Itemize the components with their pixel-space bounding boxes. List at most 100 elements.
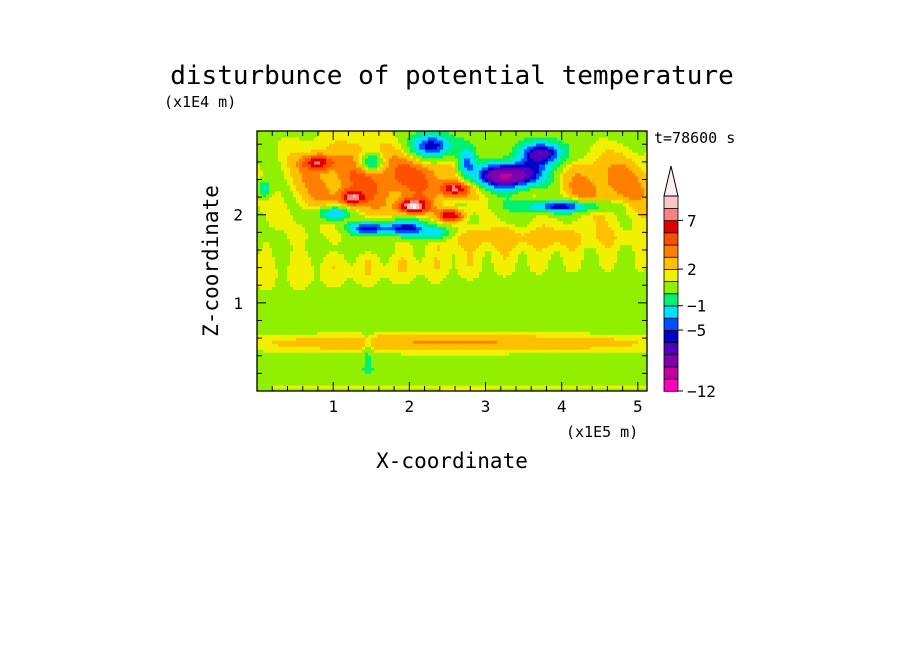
contour-cell xyxy=(359,319,363,323)
contour-cell xyxy=(389,373,393,377)
contour-cell xyxy=(365,280,369,285)
contour-cell xyxy=(284,382,288,386)
contour-cell xyxy=(299,382,303,386)
contour-cell xyxy=(497,310,501,314)
contour-cell xyxy=(389,340,393,344)
contour-cell xyxy=(596,313,600,317)
contour-cell xyxy=(299,313,303,317)
contour-cell xyxy=(527,277,531,282)
contour-cell xyxy=(476,277,480,282)
contour-cell xyxy=(278,334,282,338)
contour-cell xyxy=(311,298,315,302)
contour-cell xyxy=(275,310,279,314)
contour-cell xyxy=(554,283,558,287)
contour-cell xyxy=(260,325,264,329)
contour-cell xyxy=(440,337,444,341)
contour-cell xyxy=(383,334,387,338)
contour-cell xyxy=(554,334,558,338)
contour-cell xyxy=(479,322,483,326)
contour-cell xyxy=(593,367,597,371)
contour-cell xyxy=(293,376,297,380)
contour-cell xyxy=(401,361,405,365)
contour-cell xyxy=(335,283,339,287)
contour-cell xyxy=(314,343,318,347)
contour-cell xyxy=(443,355,447,359)
contour-cell xyxy=(482,376,486,380)
contour-cell xyxy=(404,385,408,389)
contour-cell xyxy=(545,355,549,359)
contour-cell xyxy=(461,304,465,308)
contour-cell xyxy=(305,331,309,335)
contour-cell xyxy=(338,361,342,365)
contour-cell xyxy=(410,343,414,347)
contour-cell xyxy=(329,322,333,326)
contour-cell xyxy=(302,319,306,323)
contour-cell xyxy=(359,304,363,308)
contour-cell xyxy=(434,346,438,350)
contour-cell xyxy=(263,355,267,359)
contour-cell xyxy=(257,286,261,290)
contour-cell xyxy=(443,295,447,299)
contour-cell xyxy=(473,370,477,374)
contour-cell xyxy=(527,310,531,314)
contour-cell xyxy=(539,328,543,332)
contour-cell xyxy=(290,346,294,350)
contour-cell xyxy=(542,316,546,320)
contour-cell xyxy=(431,376,435,380)
contour-cell xyxy=(269,352,273,356)
contour-cell xyxy=(539,355,543,359)
contour-cell xyxy=(329,292,333,296)
contour-cell xyxy=(257,277,261,282)
contour-cell xyxy=(467,352,471,356)
contour-cell xyxy=(443,376,447,380)
contour-cell xyxy=(635,301,639,305)
contour-cell xyxy=(446,295,450,299)
contour-cell xyxy=(395,277,399,282)
contour-cell xyxy=(266,349,270,353)
contour-cell xyxy=(329,376,333,380)
contour-cell xyxy=(542,346,546,350)
contour-cell xyxy=(617,316,621,320)
contour-cell xyxy=(539,304,543,308)
contour-cell xyxy=(425,382,429,386)
contour-cell xyxy=(560,343,564,347)
contour-cell xyxy=(539,343,543,347)
contour-cell xyxy=(539,361,543,365)
contour-cell xyxy=(524,346,528,350)
contour-cell xyxy=(536,277,540,282)
contour-cell xyxy=(563,295,567,299)
contour-cell xyxy=(629,313,633,317)
contour-cell xyxy=(527,286,531,290)
contour-cell xyxy=(497,388,501,391)
contour-cell xyxy=(266,277,270,282)
contour-cell xyxy=(446,376,450,380)
contour-cell xyxy=(404,331,408,335)
contour-cell xyxy=(509,283,513,287)
contour-cell xyxy=(434,361,438,365)
contour-cell xyxy=(305,361,309,365)
contour-cell xyxy=(269,337,273,341)
contour-cell xyxy=(308,304,312,308)
contour-cell xyxy=(353,352,357,356)
contour-cell xyxy=(521,349,525,353)
contour-cell xyxy=(497,340,501,344)
contour-cell xyxy=(494,331,498,335)
contour-cell xyxy=(635,367,639,371)
contour-cell xyxy=(479,289,483,293)
contour-cell xyxy=(419,307,423,311)
contour-cell xyxy=(602,280,606,285)
contour-cell xyxy=(542,358,546,362)
contour-cell xyxy=(632,361,636,365)
contour-cell xyxy=(434,355,438,359)
contour-cell xyxy=(575,340,579,344)
contour-cell xyxy=(476,367,480,371)
contour-cell xyxy=(290,334,294,338)
contour-cell xyxy=(611,283,615,287)
contour-cell xyxy=(413,274,417,279)
contour-cell xyxy=(512,349,516,353)
contour-cell xyxy=(293,337,297,341)
contour-cell xyxy=(350,373,354,377)
contour-cell xyxy=(527,382,531,386)
contour-cell xyxy=(407,331,411,335)
contour-cell xyxy=(491,298,495,302)
